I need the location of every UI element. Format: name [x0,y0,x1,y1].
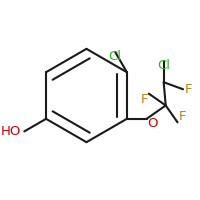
Text: O: O [148,117,158,130]
Text: F: F [185,83,192,96]
Text: F: F [178,110,186,123]
Text: HO: HO [1,125,22,138]
Text: F: F [140,93,148,106]
Text: Cl: Cl [157,59,170,72]
Text: Cl: Cl [109,50,122,63]
